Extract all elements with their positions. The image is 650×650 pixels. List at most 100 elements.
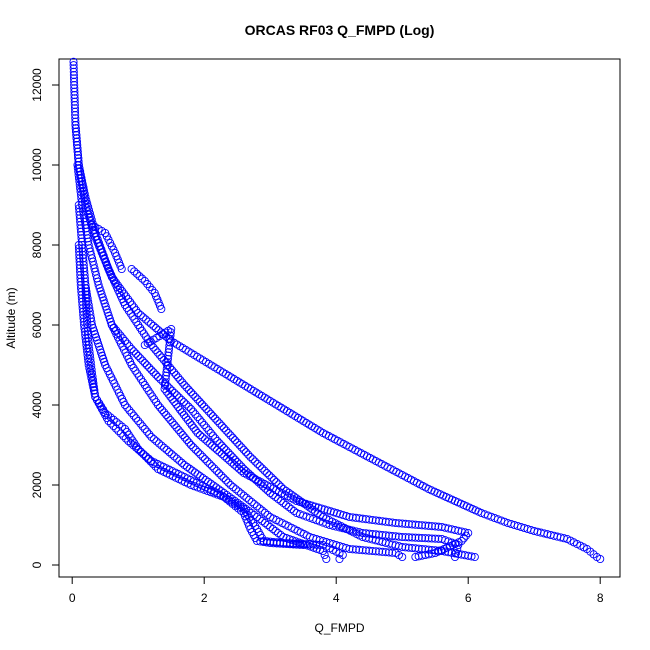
data-point bbox=[69, 64, 78, 73]
data-point bbox=[231, 485, 240, 494]
data-point bbox=[262, 468, 271, 478]
data-point bbox=[265, 471, 274, 480]
data-point bbox=[272, 539, 281, 548]
data-point bbox=[371, 530, 380, 539]
data-point bbox=[205, 439, 214, 448]
data-point bbox=[237, 443, 246, 452]
data-point bbox=[217, 471, 226, 480]
data-point bbox=[186, 440, 196, 450]
data-point bbox=[157, 304, 166, 314]
data-point bbox=[292, 496, 301, 506]
data-point bbox=[172, 454, 181, 463]
data-point bbox=[284, 502, 293, 512]
data-point bbox=[255, 514, 264, 524]
data-point bbox=[165, 448, 174, 457]
data-point bbox=[219, 492, 229, 502]
data-point bbox=[427, 522, 436, 531]
data-point bbox=[459, 534, 468, 543]
data-point bbox=[345, 544, 354, 554]
data-point bbox=[75, 204, 84, 213]
data-point bbox=[401, 543, 410, 552]
data-point bbox=[368, 529, 377, 539]
data-point bbox=[242, 493, 251, 502]
data-point bbox=[76, 227, 86, 236]
data-point bbox=[127, 264, 136, 274]
data-point bbox=[182, 435, 191, 445]
data-point bbox=[411, 533, 420, 542]
data-point bbox=[71, 107, 80, 116]
data-point bbox=[140, 424, 149, 434]
data-point bbox=[408, 520, 417, 529]
data-point bbox=[251, 457, 260, 466]
data-point bbox=[224, 428, 233, 438]
data-point bbox=[287, 504, 296, 514]
data-point bbox=[69, 61, 78, 70]
data-point bbox=[82, 296, 91, 306]
data-point bbox=[75, 247, 84, 256]
data-point bbox=[394, 542, 403, 551]
data-point bbox=[378, 530, 387, 540]
data-point bbox=[151, 370, 160, 379]
data-point bbox=[233, 438, 242, 447]
data-point bbox=[195, 397, 204, 406]
data-point bbox=[151, 462, 160, 471]
data-point bbox=[75, 177, 84, 186]
data-point bbox=[120, 336, 130, 346]
data-point bbox=[411, 520, 420, 529]
data-point bbox=[222, 495, 231, 504]
data-point bbox=[77, 230, 86, 240]
data-point bbox=[70, 94, 79, 103]
data-point bbox=[384, 548, 394, 557]
data-point bbox=[355, 514, 364, 523]
data-point bbox=[404, 520, 413, 529]
data-point bbox=[164, 348, 173, 357]
y-tick-label: 12000 bbox=[30, 68, 44, 102]
data-point bbox=[198, 433, 207, 442]
data-point bbox=[202, 423, 211, 432]
data-point bbox=[81, 287, 90, 296]
data-point bbox=[464, 551, 473, 560]
data-point bbox=[151, 345, 160, 355]
data-point bbox=[247, 498, 256, 507]
x-tick-label: 2 bbox=[201, 591, 208, 605]
data-point bbox=[431, 522, 440, 531]
data-point bbox=[219, 424, 229, 433]
data-point bbox=[391, 518, 400, 528]
data-point bbox=[70, 87, 79, 96]
data-point bbox=[408, 533, 417, 542]
data-point bbox=[228, 499, 237, 508]
data-point bbox=[115, 420, 124, 429]
data-point bbox=[153, 400, 163, 410]
data-point bbox=[162, 387, 171, 396]
data-point bbox=[87, 373, 96, 382]
data-point bbox=[175, 456, 184, 465]
data-point bbox=[129, 347, 138, 356]
data-point bbox=[176, 375, 185, 385]
data-point bbox=[434, 522, 443, 531]
data-point bbox=[75, 250, 84, 260]
data-point bbox=[75, 214, 84, 223]
data-point bbox=[398, 542, 407, 552]
data-point bbox=[221, 476, 230, 485]
data-point bbox=[182, 462, 192, 471]
data-point bbox=[76, 217, 85, 226]
data-point bbox=[76, 190, 85, 200]
data-point bbox=[145, 430, 154, 439]
data-point bbox=[189, 407, 198, 416]
data-point bbox=[170, 397, 179, 406]
data-point bbox=[131, 414, 141, 423]
data-point bbox=[154, 439, 164, 448]
data-point bbox=[106, 413, 115, 422]
data-point bbox=[75, 210, 84, 220]
data-point bbox=[404, 533, 413, 542]
data-point bbox=[322, 554, 331, 564]
data-point bbox=[398, 532, 407, 542]
data-point bbox=[213, 416, 222, 426]
data-point bbox=[198, 452, 207, 461]
data-point bbox=[185, 418, 194, 427]
data-point bbox=[298, 498, 307, 507]
data-point bbox=[134, 444, 143, 454]
data-point bbox=[193, 428, 202, 438]
data-point bbox=[253, 459, 262, 468]
